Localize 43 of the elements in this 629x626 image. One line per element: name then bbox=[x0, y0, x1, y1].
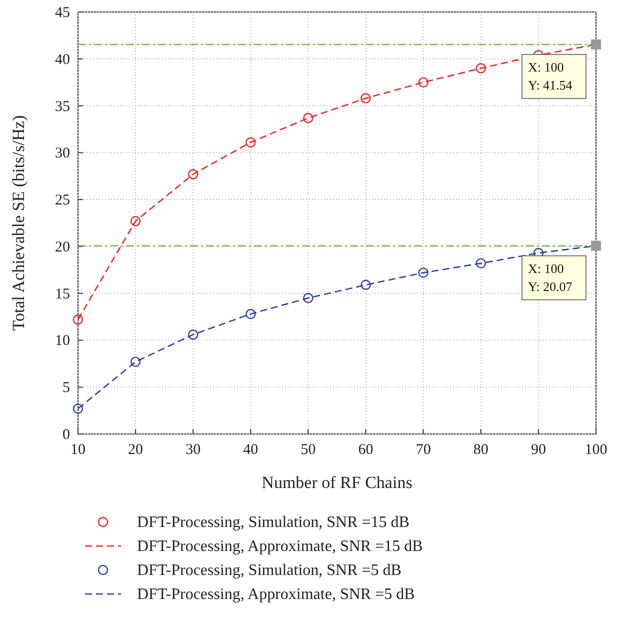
point bbox=[72, 404, 84, 414]
y-tick-label: 5 bbox=[62, 380, 70, 396]
x-axis-title: Number of RF Chains bbox=[262, 473, 412, 492]
y-tick-label: 0 bbox=[62, 427, 70, 443]
x-tick-label: 40 bbox=[243, 442, 258, 458]
x-tick-label: 80 bbox=[473, 442, 488, 458]
point bbox=[188, 329, 198, 340]
x-tick-label: 60 bbox=[358, 442, 374, 458]
y-tick-label: 25 bbox=[55, 192, 70, 209]
point bbox=[303, 112, 314, 124]
x-tick-label: 70 bbox=[416, 442, 431, 458]
y-tick-label: 45 bbox=[55, 5, 70, 21]
point bbox=[246, 137, 256, 148]
y-axis-title: Total Achievable SE (bits/s/Hz) bbox=[9, 115, 28, 331]
point bbox=[72, 314, 84, 325]
point bbox=[418, 268, 428, 278]
point bbox=[246, 308, 256, 320]
x-tick-label: 50 bbox=[300, 442, 316, 458]
y-tick-label: 15 bbox=[55, 286, 70, 302]
x-tick-label: 20 bbox=[128, 442, 144, 458]
legend-label: DFT-Processing, Simulation, SNR =5 dB bbox=[137, 562, 402, 579]
point bbox=[360, 280, 371, 290]
point bbox=[476, 63, 486, 74]
annotation: X: 100 Y: 41.54 bbox=[528, 59, 573, 92]
point bbox=[476, 258, 486, 268]
legend-label: DFT-Processing, Approximate, SNR =15 dB bbox=[137, 538, 423, 555]
x-tick-label: 30 bbox=[186, 442, 201, 458]
point bbox=[418, 77, 428, 88]
y-tick-label: 30 bbox=[55, 146, 70, 162]
x-tick-label: 100 bbox=[584, 442, 608, 458]
point bbox=[130, 216, 141, 226]
point bbox=[130, 356, 141, 367]
y-tick-label: 35 bbox=[55, 98, 70, 115]
point bbox=[188, 169, 198, 180]
y-tick-label: 20 bbox=[55, 239, 70, 256]
legend-label: DFT-Processing, Approximate, SNR =5 dB bbox=[137, 586, 415, 603]
y-tick-label: 40 bbox=[55, 52, 70, 68]
point bbox=[360, 93, 371, 104]
point bbox=[303, 292, 314, 304]
annotation: X: 100 Y: 20.07 bbox=[528, 260, 573, 294]
legend-label: DFT-Processing, Simulation, SNR =15 dB bbox=[137, 514, 410, 531]
y-tick-label: 10 bbox=[55, 333, 70, 350]
x-tick-label: 90 bbox=[530, 442, 546, 458]
